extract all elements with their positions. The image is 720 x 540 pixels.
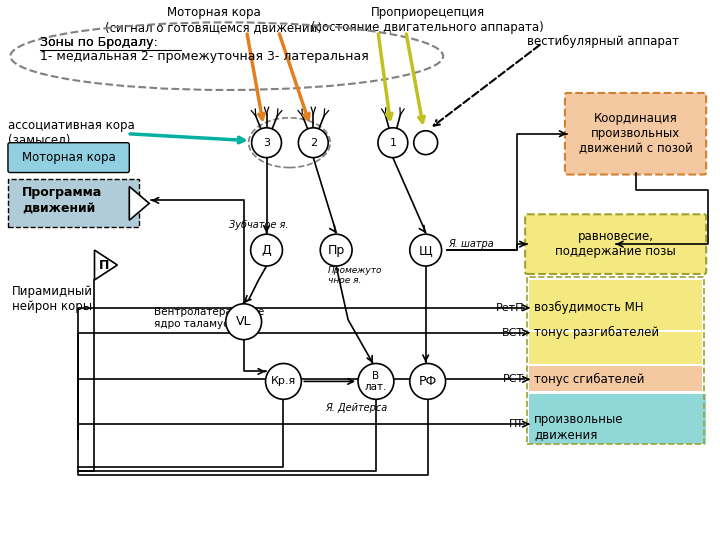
Circle shape: [414, 131, 438, 154]
Text: ассоциативная кора
(замысел): ассоциативная кора (замысел): [8, 119, 135, 147]
FancyBboxPatch shape: [529, 332, 702, 364]
Circle shape: [320, 234, 352, 266]
Polygon shape: [130, 186, 149, 220]
Text: вестибулярный аппарат: вестибулярный аппарат: [527, 35, 679, 48]
Circle shape: [378, 128, 408, 158]
Text: Зоны по Бродалу:: Зоны по Бродалу:: [40, 36, 158, 49]
FancyBboxPatch shape: [525, 214, 706, 274]
Circle shape: [298, 128, 328, 158]
Text: Зубчатое я.: Зубчатое я.: [229, 220, 288, 230]
Text: VL: VL: [236, 315, 251, 328]
Circle shape: [410, 234, 441, 266]
Text: Щ: Щ: [419, 244, 433, 256]
Circle shape: [251, 128, 282, 158]
FancyBboxPatch shape: [529, 367, 702, 392]
Text: Программа
движений: Программа движений: [22, 186, 102, 214]
FancyBboxPatch shape: [529, 280, 702, 330]
FancyBboxPatch shape: [529, 394, 706, 444]
Text: возбудимость МН: возбудимость МН: [534, 301, 644, 314]
FancyBboxPatch shape: [565, 93, 706, 174]
Text: Я. Дейтерса: Я. Дейтерса: [325, 403, 387, 413]
Circle shape: [251, 234, 282, 266]
Text: Кр.я: Кр.я: [271, 376, 296, 387]
Text: 3: 3: [263, 138, 270, 148]
Text: Моторная кора
(сигнал о готовящемся движении): Моторная кора (сигнал о готовящемся движ…: [105, 6, 323, 35]
Text: Я. шатра: Я. шатра: [448, 239, 493, 249]
FancyBboxPatch shape: [8, 179, 139, 227]
Text: Пирамидный
нейрон коры: Пирамидный нейрон коры: [12, 285, 93, 313]
Text: РФ: РФ: [418, 375, 437, 388]
Text: РСТ: РСТ: [503, 374, 524, 384]
Text: ПТ: ПТ: [509, 419, 524, 429]
Text: Координация
произвольных
движений с позой: Координация произвольных движений с позо…: [579, 112, 693, 155]
Text: 1- медиальная 2- промежуточная 3- латеральная: 1- медиальная 2- промежуточная 3- латера…: [40, 50, 369, 63]
Text: Моторная кора: Моторная кора: [22, 151, 115, 164]
Text: произвольные
движения: произвольные движения: [534, 413, 624, 441]
Text: Промежуто
чное я.: Промежуто чное я.: [328, 266, 383, 286]
Text: В
лат.: В лат.: [365, 370, 387, 392]
Text: тонус сгибателей: тонус сгибателей: [534, 373, 644, 386]
Circle shape: [410, 363, 446, 399]
Circle shape: [358, 363, 394, 399]
Text: Вентролатеральное
ядро таламуса: Вентролатеральное ядро таламуса: [154, 307, 264, 328]
Polygon shape: [94, 250, 117, 280]
Text: Д: Д: [261, 244, 271, 256]
Text: 2: 2: [310, 138, 317, 148]
Text: 1: 1: [390, 138, 397, 148]
Text: П: П: [99, 259, 109, 272]
Text: ВСТ: ВСТ: [502, 328, 524, 338]
FancyBboxPatch shape: [8, 143, 130, 173]
Text: Проприорецепция
(состояние двигательного аппарата): Проприорецепция (состояние двигательного…: [311, 6, 544, 35]
Text: Пр: Пр: [328, 244, 345, 256]
Text: Зоны по Бродалу:: Зоны по Бродалу:: [40, 36, 158, 49]
Text: тонус разгибателей: тонус разгибателей: [534, 326, 660, 339]
Circle shape: [226, 304, 261, 340]
Text: равновесие,
поддержание позы: равновесие, поддержание позы: [555, 230, 676, 258]
Circle shape: [266, 363, 302, 399]
Text: РетП: РетП: [495, 303, 524, 313]
